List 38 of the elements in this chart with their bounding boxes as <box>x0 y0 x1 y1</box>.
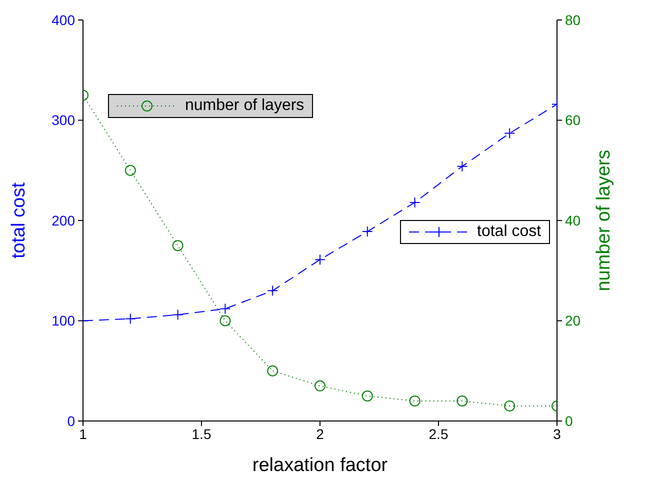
point <box>409 395 420 406</box>
y-axis-title: total cost <box>8 182 30 259</box>
point <box>124 313 136 324</box>
point <box>172 309 184 320</box>
y-tick-label: 400 <box>52 12 76 28</box>
point <box>124 164 136 176</box>
point <box>409 196 420 208</box>
y-tick-label: 200 <box>52 212 76 228</box>
legend-label: number of layers <box>185 97 304 115</box>
point <box>504 400 516 412</box>
x-axis-title: relaxation factor <box>252 455 388 476</box>
point <box>267 285 278 296</box>
y-tick-label: 100 <box>52 312 76 329</box>
y-tick-label: 300 <box>52 112 76 128</box>
legend-label: total cost <box>477 223 542 241</box>
x-tick-label: 3 <box>553 426 562 442</box>
y-tick-label: 0 <box>67 412 76 429</box>
y2-tick-label: 80 <box>565 12 581 28</box>
point <box>267 365 278 376</box>
point <box>220 303 231 314</box>
point <box>504 128 516 139</box>
point <box>456 395 468 406</box>
x-tick-label: 2 <box>316 426 324 442</box>
point <box>220 315 231 326</box>
point <box>362 390 373 402</box>
point <box>362 226 373 238</box>
point <box>456 160 468 172</box>
x-tick-label: 2.5 <box>428 426 448 442</box>
y2-tick-label: 20 <box>565 312 581 329</box>
point <box>314 380 326 392</box>
point <box>172 240 184 252</box>
x-tick-label: 1.5 <box>192 426 212 442</box>
y2-axis-title: number of layers <box>594 150 615 292</box>
y2-tick-label: 60 <box>565 112 581 128</box>
y2-tick-label: 0 <box>565 412 573 429</box>
point <box>314 254 326 266</box>
x-tick-label: 1 <box>79 426 88 442</box>
y2-tick-label: 40 <box>565 212 581 228</box>
